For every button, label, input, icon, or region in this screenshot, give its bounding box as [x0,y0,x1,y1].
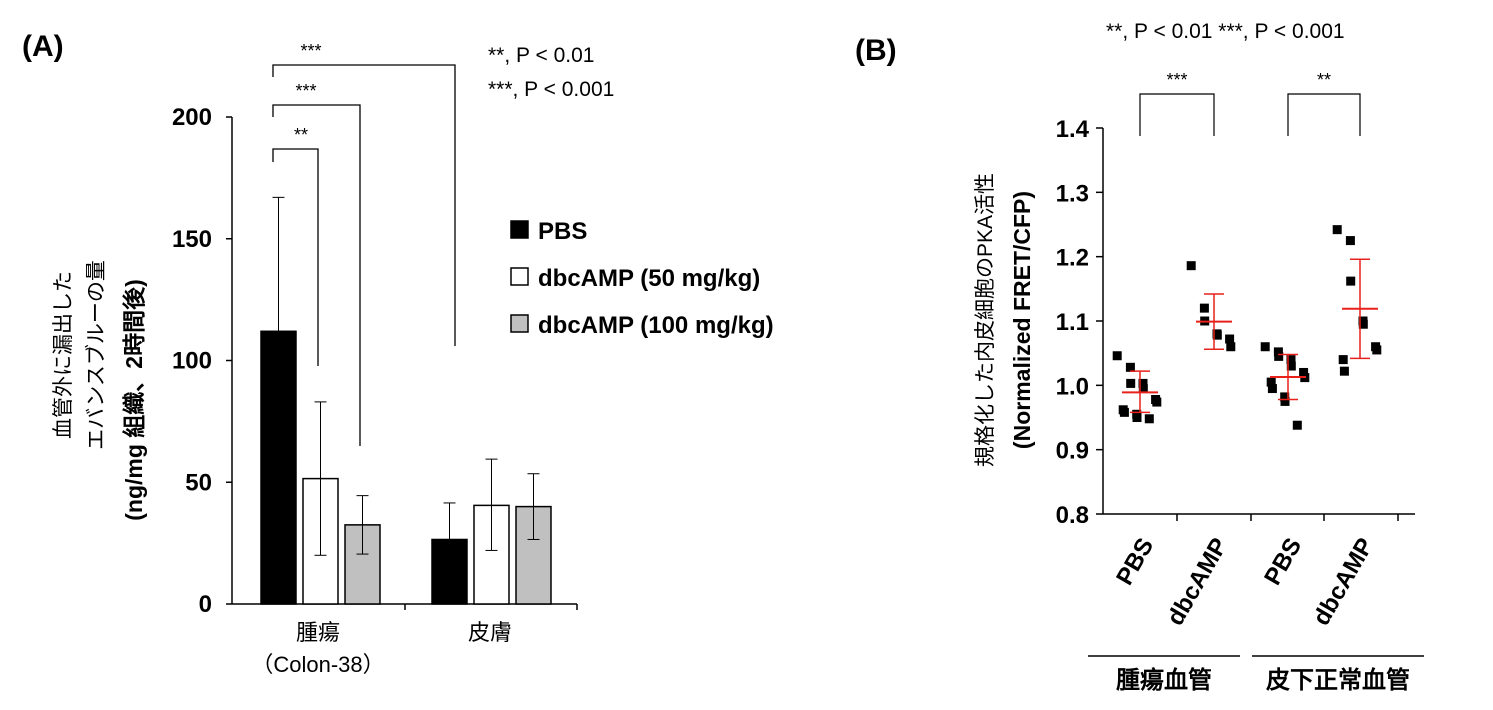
bar [344,524,381,605]
data-point [1345,236,1355,246]
panel-b-group-label-1: 腫瘍血管 [1116,666,1212,694]
panel-b-ytick-label: 0.8 [1056,502,1089,529]
data-point [1266,377,1276,387]
significance-label: ** [1317,70,1331,90]
panel-a-ylabel-line3: (ng/mg 組織、2時間後) [121,279,147,521]
data-point [1144,414,1154,424]
panel-b-ytick-label: 1.0 [1056,373,1089,400]
panel-b-ytick-label: 1.2 [1056,245,1089,272]
significance-label: *** [295,81,316,101]
panel-a-ytick-label: 50 [185,469,212,496]
data-point [1346,276,1356,286]
data-point [1280,392,1290,402]
panel-a-ylabel-line1: 血管外に漏出した [52,271,75,439]
data-point [1138,378,1148,388]
data-point [1286,355,1296,365]
data-point [1138,384,1148,394]
significance-bracket [1139,93,1215,136]
panel-a-category-label-1: 腫瘍 [296,620,340,645]
panel-a-pnote-1: **, P < 0.01 [488,44,594,67]
data-point [1299,367,1309,377]
data-point [1339,366,1349,376]
significance-label: ** [294,125,308,145]
significance-bracket [272,104,361,446]
panel-a-category-label-2: 皮膚 [468,620,512,645]
significance-label: *** [1166,70,1187,90]
panel-b-category-label: PBS [1259,534,1307,590]
data-point [1125,362,1135,372]
panel-a-ytick-label: 0 [199,591,212,618]
panel-b-category-label: dbcAMP [1308,534,1379,631]
data-point [1119,407,1129,417]
panel-b-category-label: dbcAMP [1162,534,1233,631]
panel-b-label: (B) [855,34,897,67]
panel-b-ytick-label: 1.1 [1056,309,1089,336]
panel-a-pnote-2: ***, P < 0.001 [488,78,614,101]
panel-a-ytick-label: 100 [172,348,212,375]
data-point [1338,355,1348,365]
panel-a: (A) 血管外に漏出した エバンスブルーの量 (ng/mg 組織、2時間後) 腫… [22,30,774,677]
data-point [1212,330,1222,340]
panel-b: (B) **, P < 0.01 ***, P < 0.001 規格化した内皮細… [855,20,1424,694]
panel-b-pnote: **, P < 0.01 ***, P < 0.001 [1106,20,1345,43]
data-point [1112,351,1122,361]
data-point [1132,413,1142,422]
panel-a-ytick-label: 200 [172,104,212,131]
bar [431,538,468,605]
data-point [1332,225,1342,235]
legend-swatch-dbcamp-50 [510,267,529,286]
panel-b-ylabel-line1: 規格化した内皮細胞のPKA活性 [974,173,997,467]
legend-label-dbcamp-50: dbcAMP (50 mg/kg) [538,265,760,292]
data-point [1226,342,1236,352]
data-point [1260,342,1270,352]
panel-a-label: (A) [22,30,64,63]
data-point [1199,303,1209,313]
legend-label-dbcamp-100: dbcAMP (100 mg/kg) [538,312,774,339]
legend-swatch-dbcamp-100 [510,314,529,333]
panel-b-category-label: PBS [1111,534,1159,590]
legend-label-pbs: PBS [538,218,587,245]
panel-b-group-label-2: 皮下正常血管 [1266,666,1410,694]
significance-bracket [272,148,319,366]
panel-b-ytick-label: 1.4 [1056,116,1090,143]
data-point [1292,420,1302,430]
data-point [1126,378,1136,388]
significance-bracket [272,64,456,346]
legend-swatch-pbs [510,220,529,239]
data-point [1273,347,1283,357]
data-point [1372,345,1382,355]
panel-a-category-sublabel-1: （Colon-38） [251,652,384,677]
data-point [1186,261,1196,271]
data-point [1286,361,1296,371]
panel-b-ytick-label: 0.9 [1056,438,1089,465]
bar [260,330,297,605]
panel-a-legend: PBS dbcAMP (50 mg/kg) dbcAMP (100 mg/kg) [510,218,774,339]
panel-b-ytick-label: 1.3 [1056,180,1089,207]
panel-b-ylabel-line2: (Normalized FRET/CFP) [1009,191,1035,449]
data-point [1280,396,1290,406]
data-point [1358,319,1368,329]
panel-a-ytick-label: 150 [172,226,212,253]
significance-bracket [1287,93,1361,136]
data-point [1152,397,1162,407]
data-point [1225,334,1235,344]
significance-label: *** [300,41,321,61]
panel-a-ylabel-line2: エバンスブルーの量 [85,260,108,450]
data-point [1274,351,1284,361]
data-point [1267,384,1277,394]
